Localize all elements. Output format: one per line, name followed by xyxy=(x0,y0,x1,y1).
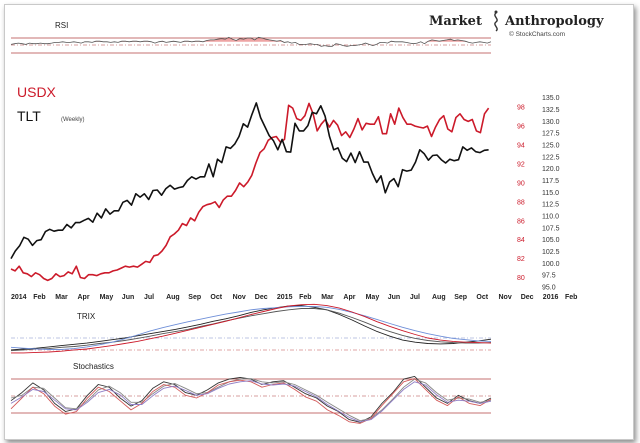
x-tick-label: Sep xyxy=(454,294,467,301)
x-axis: 2014 Feb Mar Apr May Jun Jul Aug Sep Oct Nov Dec 201… xyxy=(11,294,577,301)
usdx-tick-label: 92 xyxy=(517,162,525,169)
main-plot-layer xyxy=(10,102,490,282)
x-tick-label: Dec xyxy=(255,294,268,301)
tlt-tick-label: 107.5 xyxy=(542,225,560,232)
chart-card: Market Anthropology © StockCharts.com RS… xyxy=(4,4,634,440)
tlt-label: TLT xyxy=(17,108,41,124)
trix-line xyxy=(10,308,492,352)
tlt-tick-label: 102.5 xyxy=(542,249,560,256)
stockcharts-credit: © StockCharts.com xyxy=(509,30,565,38)
tlt-tick-label: 117.5 xyxy=(542,178,559,185)
tlt-axis: 135.0 132.5 130.0 127.5 125.0 122.5 120.0 117.5… xyxy=(542,95,560,291)
x-tick-label: May xyxy=(100,294,114,301)
x-tick-label: Nov xyxy=(233,294,246,301)
x-tick-label: Aug xyxy=(166,294,180,301)
trix-panel: TRIX xyxy=(10,303,492,354)
x-tick-label: Dec xyxy=(521,294,534,301)
x-tick-label: Feb xyxy=(33,294,45,301)
x-tick-label: Jul xyxy=(410,294,420,301)
tlt-tick-label: 115.0 xyxy=(542,190,559,197)
usdx-tick-label: 94 xyxy=(517,143,525,150)
stochastics-layer xyxy=(10,375,492,424)
usdx-tick-label: 80 xyxy=(517,275,525,282)
usdx-tick-label: 82 xyxy=(517,256,525,263)
x-tick-label: Apr xyxy=(78,294,90,301)
x-tick-label: Mar xyxy=(55,294,68,301)
tlt-line xyxy=(10,102,489,259)
stochastics-line xyxy=(10,375,492,423)
rsi-line xyxy=(10,36,492,47)
stochastics-line xyxy=(10,378,492,424)
tlt-tick-label: 97.5 xyxy=(542,273,556,280)
usdx-line xyxy=(10,102,490,282)
weekly-label: (Weekly) xyxy=(61,117,85,123)
x-tick-label: Jun xyxy=(388,294,400,301)
tlt-tick-label: 125.0 xyxy=(542,143,560,150)
stochastics-line xyxy=(10,380,492,423)
usdx-tick-label: 96 xyxy=(517,124,525,131)
tlt-tick-label: 105.0 xyxy=(542,237,560,244)
stochastics-panel: Stochastics xyxy=(10,362,492,424)
x-tick-label: Apr xyxy=(343,294,355,301)
x-tick-label: May xyxy=(366,294,380,301)
usdx-tick-label: 88 xyxy=(517,199,525,206)
usdx-label: USDX xyxy=(17,84,57,100)
usdx-tick-label: 84 xyxy=(517,237,525,244)
x-tick-label: 2015 xyxy=(277,294,293,301)
tlt-tick-label: 132.5 xyxy=(542,107,560,114)
trix-layer xyxy=(10,303,492,354)
tlt-tick-label: 122.5 xyxy=(542,154,560,161)
x-tick-label: Sep xyxy=(188,294,201,301)
tlt-tick-label: 110.0 xyxy=(542,214,559,221)
trix-label: TRIX xyxy=(77,312,96,321)
tlt-tick-label: 127.5 xyxy=(542,131,560,138)
rsi-label: RSI xyxy=(55,21,68,30)
x-tick-label: Aug xyxy=(432,294,446,301)
x-tick-label: Jul xyxy=(144,294,154,301)
tlt-tick-label: 120.0 xyxy=(542,166,560,173)
tlt-tick-label: 95.0 xyxy=(542,285,556,292)
x-tick-label: 2016 xyxy=(543,294,559,301)
x-tick-label: 2014 xyxy=(11,294,27,301)
stochastics-line xyxy=(10,378,492,422)
usdx-axis: 98 96 94 92 90 88 86 84 82 80 xyxy=(517,105,525,282)
x-tick-label: Oct xyxy=(210,294,222,301)
x-tick-label: Feb xyxy=(299,294,311,301)
x-tick-label: Feb xyxy=(565,294,577,301)
x-tick-label: Oct xyxy=(476,294,488,301)
chart-canvas: Market Anthropology © StockCharts.com RS… xyxy=(10,10,604,424)
rsi-layer xyxy=(10,36,492,47)
stochastics-label: Stochastics xyxy=(73,362,114,371)
x-tick-label: Jun xyxy=(122,294,134,301)
tlt-tick-label: 135.0 xyxy=(542,95,560,102)
trix-line xyxy=(10,305,492,351)
trix-line xyxy=(10,305,492,350)
brand-logo-icon xyxy=(494,10,498,32)
x-tick-label: Mar xyxy=(321,294,334,301)
usdx-tick-label: 98 xyxy=(517,105,525,112)
brand-anthropology: Anthropology xyxy=(504,14,604,29)
rsi-panel: RSI xyxy=(10,21,492,54)
usdx-tick-label: 86 xyxy=(517,218,525,225)
trix-line xyxy=(11,303,492,354)
usdx-tick-label: 90 xyxy=(517,180,525,187)
tlt-tick-label: 130.0 xyxy=(542,119,560,126)
x-tick-label: Nov xyxy=(499,294,512,301)
tlt-tick-label: 112.5 xyxy=(542,202,559,209)
brand-market: Market xyxy=(429,14,482,29)
tlt-tick-label: 100.0 xyxy=(542,261,560,268)
rsi-overbought-fill xyxy=(11,37,491,42)
